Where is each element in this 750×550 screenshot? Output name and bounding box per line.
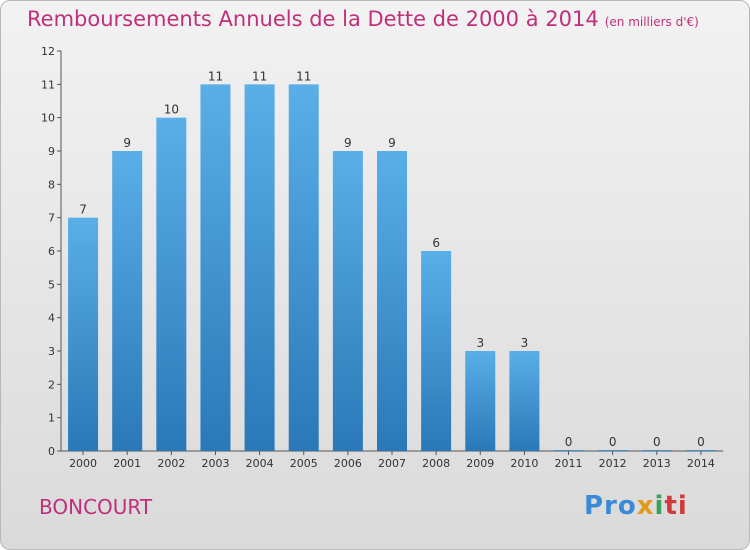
bar bbox=[332, 151, 363, 451]
logo-part-1: Pro bbox=[584, 491, 637, 521]
bar bbox=[641, 450, 672, 451]
y-tick-label: 10 bbox=[41, 112, 55, 125]
chart-title-text: Remboursements Annuels de la Dette de 20… bbox=[27, 7, 599, 31]
bar bbox=[156, 117, 187, 452]
y-tick-label: 8 bbox=[48, 178, 55, 191]
bar-value-label: 9 bbox=[123, 136, 131, 150]
bar-value-label: 3 bbox=[476, 336, 484, 350]
logo-part-3: i bbox=[654, 491, 665, 521]
bar bbox=[244, 84, 275, 451]
bar-value-label: 10 bbox=[164, 103, 179, 117]
bar-value-label: 7 bbox=[79, 203, 87, 217]
bar-value-label: 11 bbox=[208, 69, 223, 83]
y-tick-label: 7 bbox=[48, 212, 55, 225]
x-tick-label: 2000 bbox=[69, 457, 97, 470]
bar-value-label: 0 bbox=[653, 435, 661, 449]
y-tick-label: 9 bbox=[48, 145, 55, 158]
chart-subtitle: (en milliers d'€) bbox=[604, 15, 699, 29]
bar bbox=[465, 351, 496, 451]
bar bbox=[68, 217, 99, 451]
location-label: BONCOURT bbox=[39, 495, 153, 519]
x-tick-label: 2008 bbox=[422, 457, 450, 470]
chart-title: Remboursements Annuels de la Dette de 20… bbox=[27, 7, 699, 31]
y-tick-label: 0 bbox=[48, 445, 55, 458]
bar-value-label: 9 bbox=[388, 136, 396, 150]
bar-value-label: 11 bbox=[252, 69, 267, 83]
bar bbox=[685, 450, 716, 451]
logo-part-4: ti bbox=[664, 491, 688, 521]
bar-value-label: 11 bbox=[296, 69, 311, 83]
y-tick-label: 11 bbox=[41, 78, 55, 91]
x-tick-label: 2010 bbox=[510, 457, 538, 470]
y-tick-label: 6 bbox=[48, 245, 55, 258]
x-tick-label: 2011 bbox=[555, 457, 583, 470]
proxiti-logo: Proxiti bbox=[584, 491, 688, 521]
x-tick-label: 2012 bbox=[599, 457, 627, 470]
bar bbox=[509, 351, 540, 451]
x-tick-label: 2013 bbox=[643, 457, 671, 470]
y-tick-label: 5 bbox=[48, 278, 55, 291]
bar bbox=[377, 151, 407, 451]
bar bbox=[421, 251, 452, 451]
x-tick-label: 2007 bbox=[378, 457, 406, 470]
y-tick-label: 1 bbox=[48, 412, 55, 425]
bar-value-label: 6 bbox=[432, 236, 440, 250]
bar-value-label: 0 bbox=[609, 435, 617, 449]
logo-part-2: x bbox=[636, 491, 655, 521]
x-tick-label: 2004 bbox=[246, 457, 274, 470]
x-tick-label: 2002 bbox=[157, 457, 185, 470]
y-tick-label: 12 bbox=[41, 45, 55, 58]
y-tick-label: 3 bbox=[48, 345, 55, 358]
bar-value-label: 3 bbox=[521, 336, 529, 350]
bar bbox=[553, 450, 584, 451]
bar bbox=[200, 84, 231, 451]
bar bbox=[288, 84, 319, 451]
x-tick-label: 2009 bbox=[466, 457, 494, 470]
bar bbox=[112, 151, 143, 451]
bar-value-label: 9 bbox=[344, 136, 352, 150]
x-tick-label: 2001 bbox=[113, 457, 141, 470]
x-tick-label: 2014 bbox=[687, 457, 715, 470]
x-tick-label: 2005 bbox=[290, 457, 318, 470]
bar-value-label: 0 bbox=[697, 435, 705, 449]
bar bbox=[597, 450, 628, 451]
y-tick-label: 4 bbox=[48, 312, 55, 325]
x-tick-label: 2003 bbox=[201, 457, 229, 470]
bar-value-label: 0 bbox=[565, 435, 573, 449]
x-tick-label: 2006 bbox=[334, 457, 362, 470]
y-tick-label: 2 bbox=[48, 378, 55, 391]
